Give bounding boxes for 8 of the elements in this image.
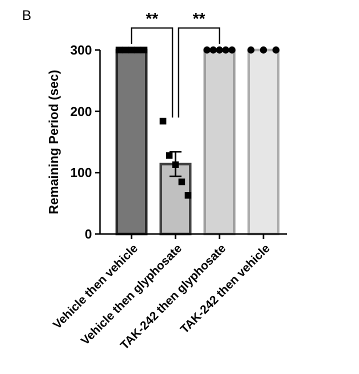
text: ** [146,11,160,28]
y-tick-label: 100 [70,165,92,180]
y-tick-label: 0 [84,226,92,242]
y-axis-title: Remaining Period (sec) [46,70,61,214]
y-tick-label: 200 [70,104,92,119]
text: B [22,7,32,23]
y-tick-label: 300 [70,42,92,58]
text: ** [192,11,206,28]
